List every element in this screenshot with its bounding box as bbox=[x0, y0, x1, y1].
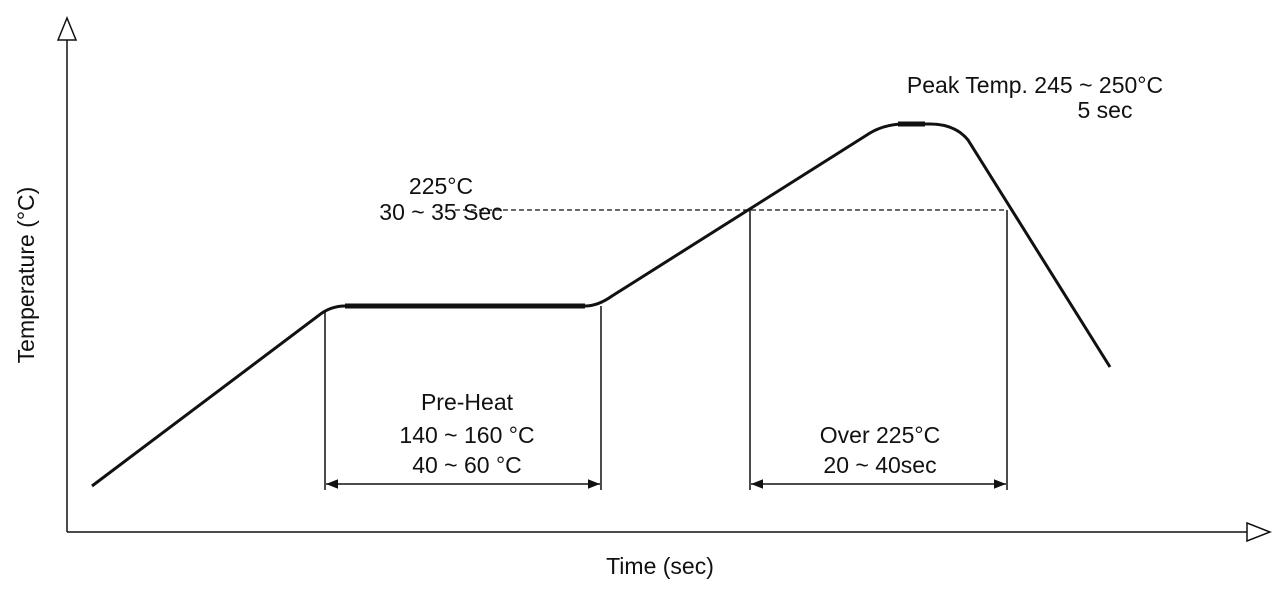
y-axis-label: Temperature (°C) bbox=[13, 187, 39, 364]
annotation: Pre-Heat bbox=[421, 389, 514, 415]
annotation: 140 ~ 160 °C bbox=[399, 422, 534, 448]
x-axis-arrow bbox=[1246, 521, 1273, 543]
y-axis-arrow bbox=[56, 16, 78, 41]
annotation: Over 225°C bbox=[820, 422, 940, 448]
annotation: 20 ~ 40sec bbox=[823, 452, 936, 478]
profile-curve bbox=[91, 122, 1112, 488]
x-axis-label: Time (sec) bbox=[606, 553, 714, 579]
annotation: Peak Temp. 245 ~ 250°C bbox=[907, 72, 1163, 98]
annotation: 5 sec bbox=[1078, 97, 1133, 123]
annotation: 30 ~ 35 Sec bbox=[379, 199, 502, 225]
annotation: 40 ~ 60 °C bbox=[412, 452, 522, 478]
annotation: 225°C bbox=[409, 173, 473, 199]
